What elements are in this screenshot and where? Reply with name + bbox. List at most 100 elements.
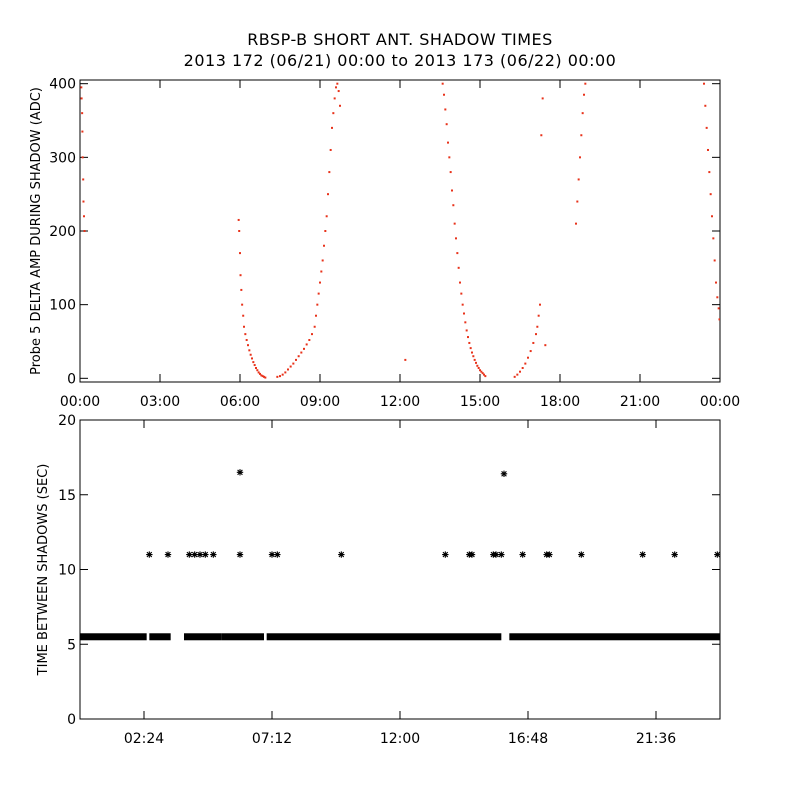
data-point	[260, 374, 263, 377]
data-point	[448, 156, 451, 159]
data-point	[83, 230, 86, 232]
chart-panel-1: 00:00 03:00 06:00 09:00 12:00 15:00 18:00 21:00…	[29, 77, 740, 410]
data-point	[579, 156, 581, 159]
data-point	[319, 281, 321, 284]
chart-title-line2: 2013 172 (06/21) 00:00 to 2013 173 (06/2…	[183, 51, 617, 70]
data-point	[480, 370, 483, 373]
data-point	[311, 333, 313, 336]
data-point	[524, 362, 527, 365]
data-point	[535, 333, 537, 336]
data-point	[236, 551, 244, 558]
data-point	[447, 141, 449, 144]
data-point	[241, 303, 244, 306]
data-point	[546, 551, 553, 558]
y-tick-label: 100	[49, 298, 76, 314]
data-point	[457, 266, 460, 269]
data-point	[639, 551, 646, 558]
y-tick-label: 10	[58, 563, 76, 579]
y-tick-label: 15	[58, 488, 76, 504]
data-point	[238, 230, 241, 232]
data-point	[313, 325, 316, 328]
data-point	[191, 551, 198, 558]
data-point	[580, 134, 583, 137]
x-tick-label: 15:00	[460, 394, 500, 410]
data-point	[264, 376, 267, 379]
x-tick-label: 00:00	[700, 394, 740, 410]
data-point	[714, 551, 720, 558]
data-point	[475, 361, 477, 364]
data-point	[82, 178, 85, 181]
data-point	[577, 178, 580, 181]
data-point	[256, 369, 259, 372]
data-point	[81, 156, 84, 159]
data-point	[321, 259, 324, 262]
data-point	[452, 204, 455, 207]
data-point	[469, 347, 472, 350]
data-point	[578, 551, 585, 558]
data-point	[453, 222, 456, 225]
baseline-band	[184, 633, 222, 641]
data-point	[492, 551, 500, 558]
data-point	[243, 325, 245, 328]
data-point	[186, 551, 193, 558]
data-point	[476, 364, 479, 367]
data-point	[329, 148, 332, 151]
data-point	[263, 375, 265, 378]
plot-area	[80, 469, 720, 641]
y-tick-label: 20	[58, 413, 76, 429]
y-tick-label: 200	[49, 224, 76, 240]
data-point	[236, 469, 244, 476]
data-point	[484, 375, 487, 378]
data-point	[338, 551, 345, 558]
y-tick-label: 0	[67, 371, 76, 387]
data-point	[465, 329, 468, 332]
data-point	[477, 367, 480, 370]
y-axis-label: Probe 5 DELTA AMP DURING SHADOW (ADC)	[29, 87, 44, 375]
data-point	[249, 353, 252, 356]
data-point	[255, 367, 257, 370]
data-point	[471, 351, 473, 354]
data-point	[455, 237, 457, 240]
data-point	[239, 252, 241, 255]
data-point	[276, 375, 279, 378]
data-point	[718, 318, 720, 321]
data-point	[483, 373, 485, 376]
data-point	[164, 551, 172, 558]
data-point	[532, 341, 535, 344]
data-point	[442, 551, 449, 558]
data-point	[445, 123, 448, 126]
data-point	[274, 551, 281, 558]
data-point	[242, 314, 245, 317]
data-point	[247, 344, 249, 347]
data-point	[327, 193, 329, 196]
data-point	[705, 126, 708, 129]
data-point	[671, 551, 678, 558]
y-tick-label: 300	[49, 150, 76, 166]
data-point	[451, 189, 453, 192]
plot-frame	[79, 79, 721, 383]
y-tick-label: 400	[49, 77, 76, 93]
data-point	[261, 375, 264, 378]
data-point	[328, 171, 331, 174]
data-point	[268, 551, 276, 558]
data-point	[308, 339, 311, 342]
data-point	[541, 97, 544, 100]
data-point	[239, 274, 242, 277]
data-point	[316, 303, 319, 306]
data-point	[240, 288, 243, 291]
data-point	[703, 82, 705, 85]
data-point	[472, 355, 475, 358]
data-point	[713, 259, 716, 262]
data-point	[707, 148, 709, 151]
data-point	[716, 296, 719, 299]
data-point	[252, 361, 255, 364]
data-point	[337, 90, 340, 93]
data-point	[521, 367, 524, 370]
data-point	[210, 551, 217, 558]
data-point	[519, 370, 521, 373]
data-point	[544, 344, 547, 347]
data-point	[463, 312, 465, 315]
data-point	[146, 551, 153, 558]
